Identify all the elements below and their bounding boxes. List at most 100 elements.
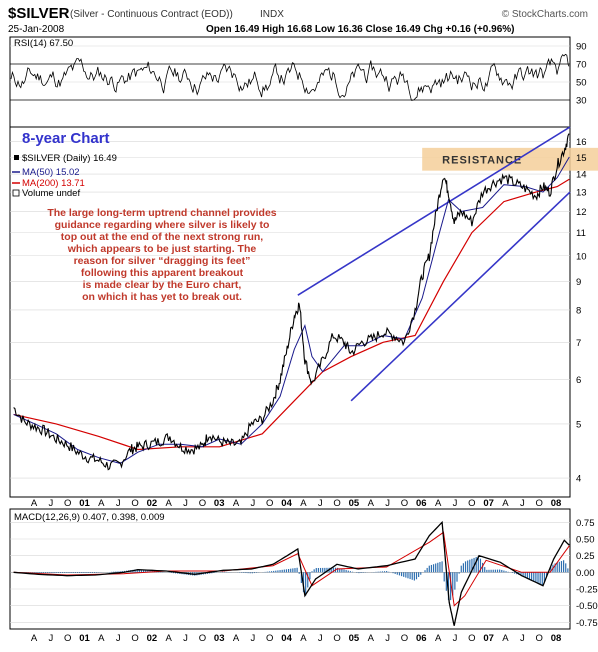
price-line	[13, 133, 570, 471]
legend-ma200: MA(200) 13.71	[22, 178, 85, 189]
x-tick-label: 06	[416, 633, 427, 644]
x-tick-label: J	[251, 633, 256, 644]
header-ohlc: Open 16.49 High 16.68 Low 16.36 Close 16…	[206, 24, 514, 35]
price-tick-label: 11	[576, 228, 586, 239]
x-tick-label: O	[535, 498, 542, 509]
x-tick-label: A	[98, 498, 105, 509]
x-tick-label: 02	[147, 498, 158, 509]
x-tick-label: 03	[214, 633, 225, 644]
x-tick-label: 05	[349, 498, 360, 509]
macd-tick-label: 0.75	[576, 518, 595, 529]
rsi-axis: 30 50 70 90	[576, 42, 587, 107]
rsi-legend: RSI(14) 67.50	[14, 38, 73, 49]
price-axis: 4 5 6 7 8 9 10 11 12 13 14 15 16	[576, 137, 587, 484]
price-panel: RESISTANCE 4 5 6 7 8 9 10 11 12 13 14 15 16 8-year C…	[9, 126, 598, 498]
x-tick-label: A	[368, 633, 375, 644]
x-tick-label: J	[318, 633, 323, 644]
channel-lower-line	[350, 191, 571, 402]
price-tick-label: 6	[576, 375, 581, 386]
legend-swatch-price	[14, 155, 19, 160]
macd-tick-label: -0.50	[576, 601, 598, 612]
macd-axis: 0.75 0.50 0.25 0.00 -0.25 -0.50 -0.75	[576, 518, 598, 629]
x-tick-label: J	[385, 633, 390, 644]
x-tick-label: O	[333, 633, 340, 644]
x-tick-label: J	[48, 633, 53, 644]
chart-label: 8-year Chart	[22, 130, 110, 147]
x-tick-label: A	[166, 498, 173, 509]
price-tick-label: 5	[576, 419, 581, 430]
resistance-band	[422, 147, 598, 171]
x-tick-label: J	[318, 498, 323, 509]
legend-swatch-volume	[12, 189, 20, 197]
header-exchange: INDX	[260, 9, 284, 20]
macd-panel-frame	[9, 508, 571, 630]
rsi-line	[10, 53, 570, 101]
x-tick-label: A	[31, 498, 38, 509]
x-tick-label: J	[453, 498, 458, 509]
x-tick-label: O	[64, 498, 71, 509]
macd-tick-label: -0.25	[576, 585, 598, 596]
x-tick-label: J	[385, 498, 390, 509]
x-tick-label: A	[31, 633, 38, 644]
rsi-tick-label: 50	[576, 78, 587, 89]
price-tick-label: 16	[576, 137, 587, 148]
commentary-line: The large long-term uptrend channel prov…	[47, 207, 276, 219]
x-tick-label: A	[233, 498, 240, 509]
price-x-axis: A J O 01 A J O 02 A J O 03 A J O 04 A J O 05 A J O 06 A J O 07 A J O 08	[31, 498, 561, 509]
x-tick-label: J	[251, 498, 256, 509]
price-tick-label: 8	[576, 305, 581, 316]
resistance-label: RESISTANCE	[442, 154, 522, 166]
x-tick-label: O	[468, 498, 475, 509]
x-tick-label: 08	[551, 633, 562, 644]
x-tick-label: 04	[281, 633, 292, 644]
header-watermark: © StockCharts.com	[502, 9, 588, 20]
header-date: 25-Jan-2008	[8, 24, 65, 35]
price-tick-label: 13	[576, 188, 587, 199]
x-tick-label: A	[435, 633, 442, 644]
x-tick-label: J	[116, 633, 121, 644]
x-tick-label: 07	[483, 498, 494, 509]
x-tick-label: 03	[214, 498, 225, 509]
x-tick-label: 04	[281, 498, 292, 509]
price-tick-label: 15	[576, 153, 587, 164]
macd-tick-label: 0.25	[576, 551, 595, 562]
legend-volume: Volume undef	[22, 188, 80, 199]
header-description: (Silver - Continuous Contract (EOD))	[70, 9, 233, 20]
x-tick-label: O	[266, 498, 273, 509]
price-gridlines	[10, 141, 570, 479]
x-tick-label: A	[166, 633, 173, 644]
x-tick-label: A	[435, 498, 442, 509]
legend-ma50: MA(50) 15.02	[22, 167, 80, 178]
x-tick-label: 01	[79, 633, 90, 644]
commentary-line: top out at the end of the next strong ru…	[61, 231, 263, 243]
x-tick-label: O	[64, 633, 71, 644]
x-tick-label: O	[333, 498, 340, 509]
price-tick-label: 10	[576, 251, 587, 262]
rsi-panel: 30 50 70 90 RSI(14) 67.50	[9, 36, 587, 128]
x-tick-label: 08	[551, 498, 562, 509]
x-tick-label: A	[368, 498, 375, 509]
x-tick-label: A	[502, 498, 509, 509]
macd-tick-label: 0.50	[576, 535, 595, 546]
rsi-tick-label: 30	[576, 96, 587, 107]
commentary-line: is made clear by the Euro chart,	[83, 279, 242, 291]
x-tick-label: 06	[416, 498, 427, 509]
x-tick-label: J	[520, 633, 525, 644]
x-tick-label: 05	[349, 633, 360, 644]
x-tick-label: A	[300, 633, 307, 644]
price-tick-label: 9	[576, 277, 581, 288]
x-tick-label: O	[131, 633, 138, 644]
price-panel-frame	[9, 126, 571, 498]
rsi-tick-label: 90	[576, 42, 587, 53]
commentary-line: following this apparent breakout	[81, 267, 244, 279]
macd-line	[13, 520, 570, 626]
x-tick-label: A	[502, 633, 509, 644]
macd-panel: 0.75 0.50 0.25 0.00 -0.25 -0.50 -0.75 MACD(12,…	[9, 508, 598, 630]
header-symbol: $SILVER	[8, 5, 70, 22]
price-tick-label: 12	[576, 207, 587, 218]
x-tick-label: 01	[79, 498, 90, 509]
x-tick-label: J	[183, 633, 188, 644]
commentary-line: on which it has yet to break out.	[82, 291, 242, 303]
price-tick-label: 14	[576, 170, 587, 181]
